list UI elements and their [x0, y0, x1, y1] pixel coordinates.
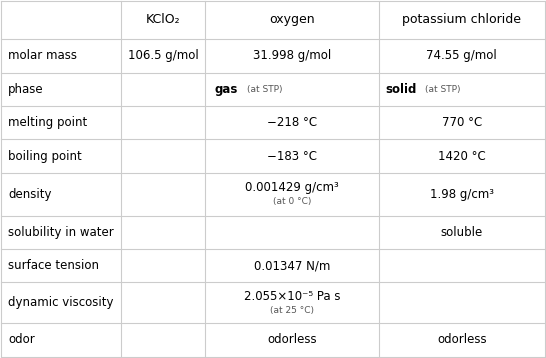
Text: soluble: soluble: [441, 226, 483, 239]
Text: 2.055×10⁻⁵ Pa s: 2.055×10⁻⁵ Pa s: [244, 290, 340, 303]
Text: odor: odor: [8, 334, 34, 347]
Text: 31.998 g/mol: 31.998 g/mol: [253, 49, 331, 62]
Text: (at 0 °C): (at 0 °C): [273, 197, 311, 206]
Text: 0.001429 g/cm³: 0.001429 g/cm³: [245, 181, 339, 194]
Text: KClO₂: KClO₂: [146, 14, 180, 26]
Text: phase: phase: [8, 83, 44, 96]
Text: molar mass: molar mass: [8, 49, 77, 62]
Text: (at 25 °C): (at 25 °C): [270, 305, 314, 315]
Text: −218 °C: −218 °C: [267, 116, 317, 129]
Text: surface tension: surface tension: [8, 259, 99, 272]
Text: density: density: [8, 188, 51, 201]
Text: (at STP): (at STP): [425, 85, 460, 94]
Text: dynamic viscosity: dynamic viscosity: [8, 296, 114, 309]
Text: 1.98 g/cm³: 1.98 g/cm³: [430, 188, 494, 201]
Text: 1420 °C: 1420 °C: [438, 150, 485, 163]
Text: odorless: odorless: [267, 334, 317, 347]
Text: (at STP): (at STP): [247, 85, 283, 94]
Text: solid: solid: [385, 83, 417, 96]
Text: boiling point: boiling point: [8, 150, 82, 163]
Text: oxygen: oxygen: [269, 14, 315, 26]
Text: −183 °C: −183 °C: [267, 150, 317, 163]
Text: gas: gas: [215, 83, 238, 96]
Text: 74.55 g/mol: 74.55 g/mol: [426, 49, 497, 62]
Text: 770 °C: 770 °C: [442, 116, 482, 129]
Text: 0.01347 N/m: 0.01347 N/m: [254, 259, 330, 272]
Text: melting point: melting point: [8, 116, 87, 129]
Text: 106.5 g/mol: 106.5 g/mol: [128, 49, 198, 62]
Text: odorless: odorless: [437, 334, 486, 347]
Text: potassium chloride: potassium chloride: [402, 14, 521, 26]
Text: solubility in water: solubility in water: [8, 226, 114, 239]
